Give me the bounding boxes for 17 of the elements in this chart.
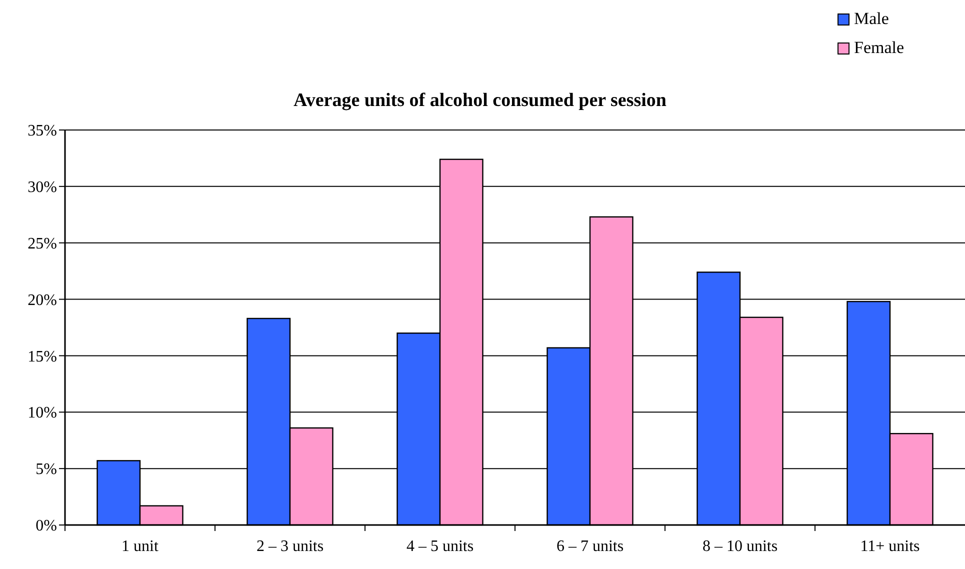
y-tick-label: 35% [28, 122, 57, 140]
x-tick-label: 2 – 3 units [256, 538, 324, 555]
chart-title: Average units of alcohol consumed per session [294, 90, 667, 111]
y-tick-label: 15% [28, 348, 57, 366]
y-tick-label: 30% [28, 179, 57, 196]
x-tick-label: 1 unit [122, 538, 159, 555]
y-tick-label: 5% [36, 461, 57, 478]
x-tick-label: 11+ units [860, 538, 920, 555]
y-tick-label: 10% [28, 404, 57, 422]
y-tick-label: 20% [28, 292, 57, 309]
y-tick-label: 25% [28, 235, 57, 252]
x-tick-label: 4 – 5 units [406, 538, 474, 555]
x-tick-label: 6 – 7 units [556, 538, 624, 555]
legend-label: Male [854, 9, 889, 28]
legend-label: Female [854, 38, 904, 57]
y-tick-label: 0% [36, 518, 57, 535]
x-tick-label: 8 – 10 units [702, 538, 778, 555]
